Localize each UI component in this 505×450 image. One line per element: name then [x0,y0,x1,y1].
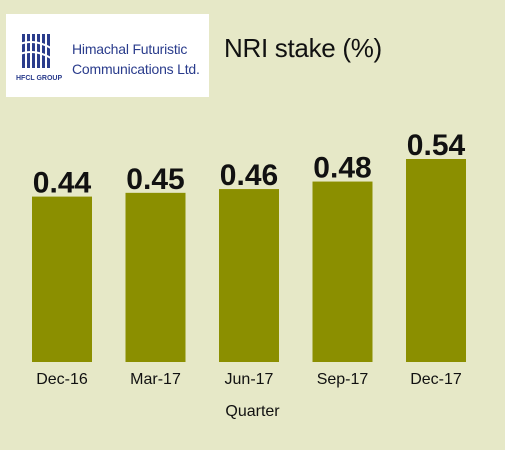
x-axis-title: Quarter [225,403,280,420]
x-tick-label-jun-17: Jun-17 [225,371,274,388]
data-label-dec-16: 0.44 [33,167,92,200]
bar-jun-17 [219,189,279,362]
data-label-mar-17: 0.45 [126,163,184,196]
company-logo: HFCL GROUP Himachal Futuristic Communica… [6,14,209,97]
x-tick-label-sep-17: Sep-17 [317,371,369,388]
company-name-line2: Communications Ltd. [72,61,200,77]
x-tick-label-dec-17: Dec-17 [410,371,462,388]
company-name: Himachal Futuristic Communications Ltd. [72,39,212,79]
data-label-jun-17: 0.46 [220,159,278,192]
data-label-sep-17: 0.48 [313,152,371,185]
data-label-dec-17: 0.54 [407,129,466,162]
logo-text: HFCL GROUP [16,75,62,82]
chart-title: NRI stake (%) [224,33,382,63]
bar-dec-16 [32,196,92,362]
bar-sep-17 [312,181,373,362]
x-tick-label-mar-17: Mar-17 [130,371,181,388]
bar-mar-17 [125,192,186,362]
company-name-line1: Himachal Futuristic [72,41,188,57]
bar-dec-17 [406,159,466,362]
x-tick-label-dec-16: Dec-16 [36,371,88,388]
hfcl-logo-icon: HFCL GROUP [16,34,62,82]
